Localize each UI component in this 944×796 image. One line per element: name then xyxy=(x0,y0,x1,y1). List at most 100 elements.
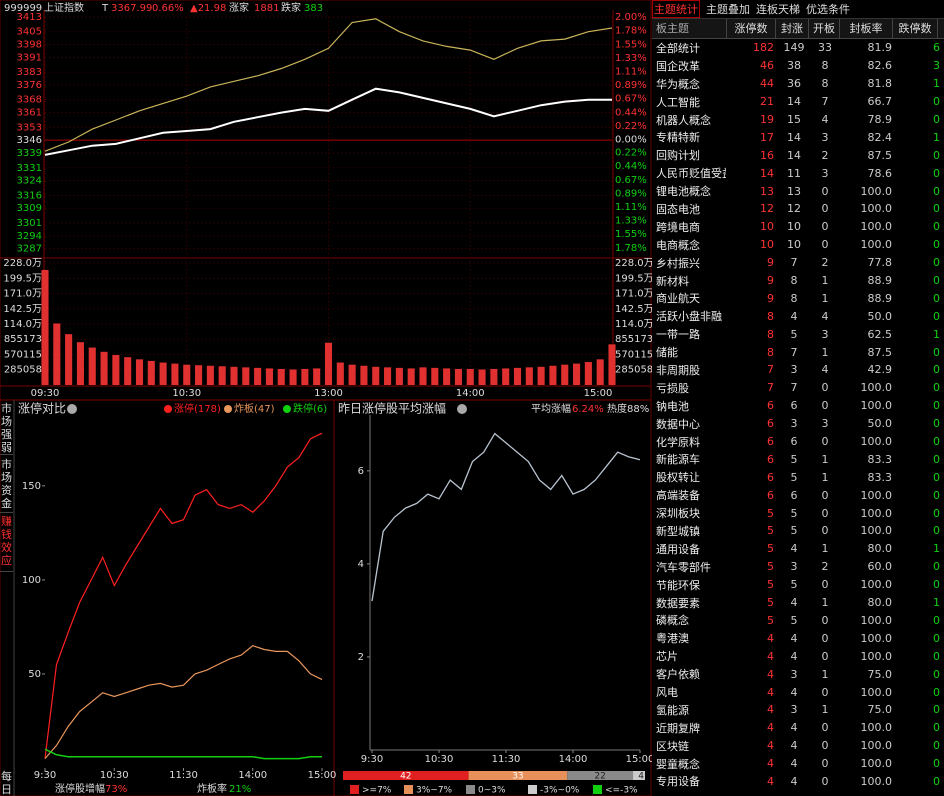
table-cell: 1 xyxy=(933,130,940,144)
table-header: 板主题 涨停数 封涨 开板 封板率 跌停数 xyxy=(652,19,944,39)
y-tick-label: 228.0万 xyxy=(615,258,652,269)
table-row[interactable]: 新材料 9 8 1 88.9 0 xyxy=(652,272,944,290)
table-row[interactable]: 通用设备 5 4 1 80.0 1 xyxy=(652,540,944,558)
column-header[interactable]: 板主题 xyxy=(652,19,727,38)
table-row[interactable]: 全部统计 182 149 33 81.9 6 xyxy=(652,39,944,57)
tab[interactable]: 主题叠加 xyxy=(706,3,750,16)
table-row[interactable]: 数据要素 5 4 1 80.0 1 xyxy=(652,594,944,612)
table-row[interactable]: 化学原料 6 6 0 100.0 0 xyxy=(652,433,944,451)
table-row[interactable]: 新能源车 6 5 1 83.3 0 xyxy=(652,450,944,468)
table-row[interactable]: 一带一路 8 5 3 62.5 1 xyxy=(652,325,944,343)
table-cell: 77.8 xyxy=(867,256,893,270)
table-cell: 氢能源 xyxy=(656,703,689,717)
table-cell: 3 xyxy=(790,667,798,681)
table-row[interactable]: 储能 8 7 1 87.5 0 xyxy=(652,343,944,361)
x-tick-label: 10:30 xyxy=(172,388,201,399)
table-cell: 4 xyxy=(790,739,798,753)
table-row[interactable]: 华为概念 44 36 8 81.8 1 xyxy=(652,75,944,93)
table-row[interactable]: 新型城镇 5 5 0 100.0 0 xyxy=(652,522,944,540)
table-row[interactable]: 跨境电商 10 10 0 100.0 0 xyxy=(652,218,944,236)
table-row[interactable]: 粤港澳 4 4 0 100.0 0 xyxy=(652,629,944,647)
table-row[interactable]: 非周期股 7 3 4 42.9 0 xyxy=(652,361,944,379)
table-cell: 0 xyxy=(821,488,829,502)
table-row[interactable]: 氢能源 4 3 1 75.0 0 xyxy=(652,701,944,719)
side-tab[interactable]: 市场强弱 xyxy=(0,402,13,455)
volume-bar xyxy=(88,347,96,385)
table-cell: 149 xyxy=(783,41,805,55)
volume-bar xyxy=(502,368,510,385)
table-row[interactable]: 股权转让 6 5 1 83.3 0 xyxy=(652,468,944,486)
table-row[interactable]: 商业航天 9 8 1 88.9 0 xyxy=(652,289,944,307)
table-body: 全部统计 182 149 33 81.9 6 国企改革 46 38 8 82.6 3 华为概念 44 36 8… xyxy=(652,39,944,790)
side-tab[interactable]: 每日 xyxy=(1,770,12,796)
table-cell: 80.0 xyxy=(867,542,893,556)
table-row[interactable]: 机器人概念 19 15 4 78.9 0 xyxy=(652,111,944,129)
table-cell: 5 xyxy=(790,470,798,484)
table-cell: 0 xyxy=(821,631,829,645)
y2-tick-label: 1.33% xyxy=(615,216,647,227)
table-cell: 6 xyxy=(767,470,774,484)
table-row[interactable]: 深圳板块 5 5 0 100.0 0 xyxy=(652,504,944,522)
table-cell: 0 xyxy=(933,452,940,466)
column-header[interactable]: 封涨 xyxy=(776,19,809,38)
table-cell: 数据要素 xyxy=(656,596,700,610)
tab[interactable]: 连板天梯 xyxy=(756,3,800,16)
table-cell: 83.3 xyxy=(867,470,893,484)
table-row[interactable]: 汽车零部件 5 3 2 60.0 0 xyxy=(652,558,944,576)
table-row[interactable]: 数据中心 6 3 3 50.0 0 xyxy=(652,415,944,433)
table-row[interactable]: 国企改革 46 38 8 82.6 3 xyxy=(652,57,944,75)
side-tab[interactable]: 赚钱效应 xyxy=(0,515,13,572)
table-row[interactable]: 固态电池 12 12 0 100.0 0 xyxy=(652,200,944,218)
y-tick-label: 171.0万 xyxy=(615,289,652,300)
table-row[interactable]: 客户依赖 4 3 1 75.0 0 xyxy=(652,665,944,683)
legend-label: <=-3% xyxy=(605,786,638,796)
table-row[interactable]: 近期复牌 4 4 0 100.0 0 xyxy=(652,719,944,737)
volume-bar xyxy=(112,355,120,385)
table-row[interactable]: 节能环保 5 5 0 100.0 0 xyxy=(652,576,944,594)
volume-bar xyxy=(230,366,238,385)
table-cell: 2 xyxy=(821,560,829,574)
table-row[interactable]: 锂电池概念 13 13 0 100.0 0 xyxy=(652,182,944,200)
volume-bar xyxy=(183,364,191,385)
table-row[interactable]: 专用设备 4 4 0 100.0 0 xyxy=(652,773,944,791)
table-row[interactable]: 电商概念 10 10 0 100.0 0 xyxy=(652,236,944,254)
tab[interactable]: 主题统计 xyxy=(652,0,700,18)
table-row[interactable]: 人民币贬值受益 14 11 3 78.6 0 xyxy=(652,164,944,182)
legend-label: 3%~7% xyxy=(416,786,453,796)
table-cell: 1 xyxy=(933,542,940,556)
column-header[interactable]: 开板 xyxy=(809,19,840,38)
table-row[interactable]: 钠电池 6 6 0 100.0 0 xyxy=(652,397,944,415)
table-cell: 100.0 xyxy=(860,721,893,735)
y-tick-label: 3353 xyxy=(17,122,42,133)
tab[interactable]: 优选条件 xyxy=(806,3,850,16)
table-cell: 1 xyxy=(821,667,829,681)
column-header[interactable]: 跌停数 xyxy=(893,19,938,38)
table-cell: 88.9 xyxy=(867,291,893,305)
table-row[interactable]: 乡村振兴 9 7 2 77.8 0 xyxy=(652,254,944,272)
table-row[interactable]: 人工智能 21 14 7 66.7 0 xyxy=(652,93,944,111)
table-row[interactable]: 亏损股 7 7 0 100.0 0 xyxy=(652,379,944,397)
table-row[interactable]: 回购计划 16 14 2 87.5 0 xyxy=(652,146,944,164)
side-tab[interactable]: 市场资金 xyxy=(0,458,13,513)
table-cell: 88.9 xyxy=(867,274,893,288)
table-row[interactable]: 芯片 4 4 0 100.0 0 xyxy=(652,647,944,665)
table-cell: 66.7 xyxy=(867,95,893,109)
x-tick-label: 9:30 xyxy=(34,770,56,781)
table-row[interactable]: 婴童概念 4 4 0 100.0 0 xyxy=(652,755,944,773)
table-row[interactable]: 风电 4 4 0 100.0 0 xyxy=(652,683,944,701)
x-tick-label: 15:00 xyxy=(584,388,613,399)
table-cell: 近期复牌 xyxy=(656,721,700,735)
table-row[interactable]: 区块链 4 4 0 100.0 0 xyxy=(652,737,944,755)
volume-bar xyxy=(384,367,392,385)
segment-label: 42 xyxy=(400,772,411,782)
table-row[interactable]: 活跃小盘非融 8 4 4 50.0 0 xyxy=(652,307,944,325)
table-cell: 81.8 xyxy=(867,77,893,91)
volume-bar xyxy=(159,362,167,385)
table-cell: 33 xyxy=(818,41,832,55)
column-header[interactable]: 涨停数 xyxy=(727,19,776,38)
table-row[interactable]: 高端装备 6 6 0 100.0 0 xyxy=(652,486,944,504)
table-row[interactable]: 专精特新 17 14 3 82.4 1 xyxy=(652,128,944,146)
x-tick-label: 14:00 xyxy=(559,754,588,765)
column-header[interactable]: 封板率 xyxy=(840,19,893,38)
table-row[interactable]: 磷概念 5 5 0 100.0 0 xyxy=(652,612,944,630)
